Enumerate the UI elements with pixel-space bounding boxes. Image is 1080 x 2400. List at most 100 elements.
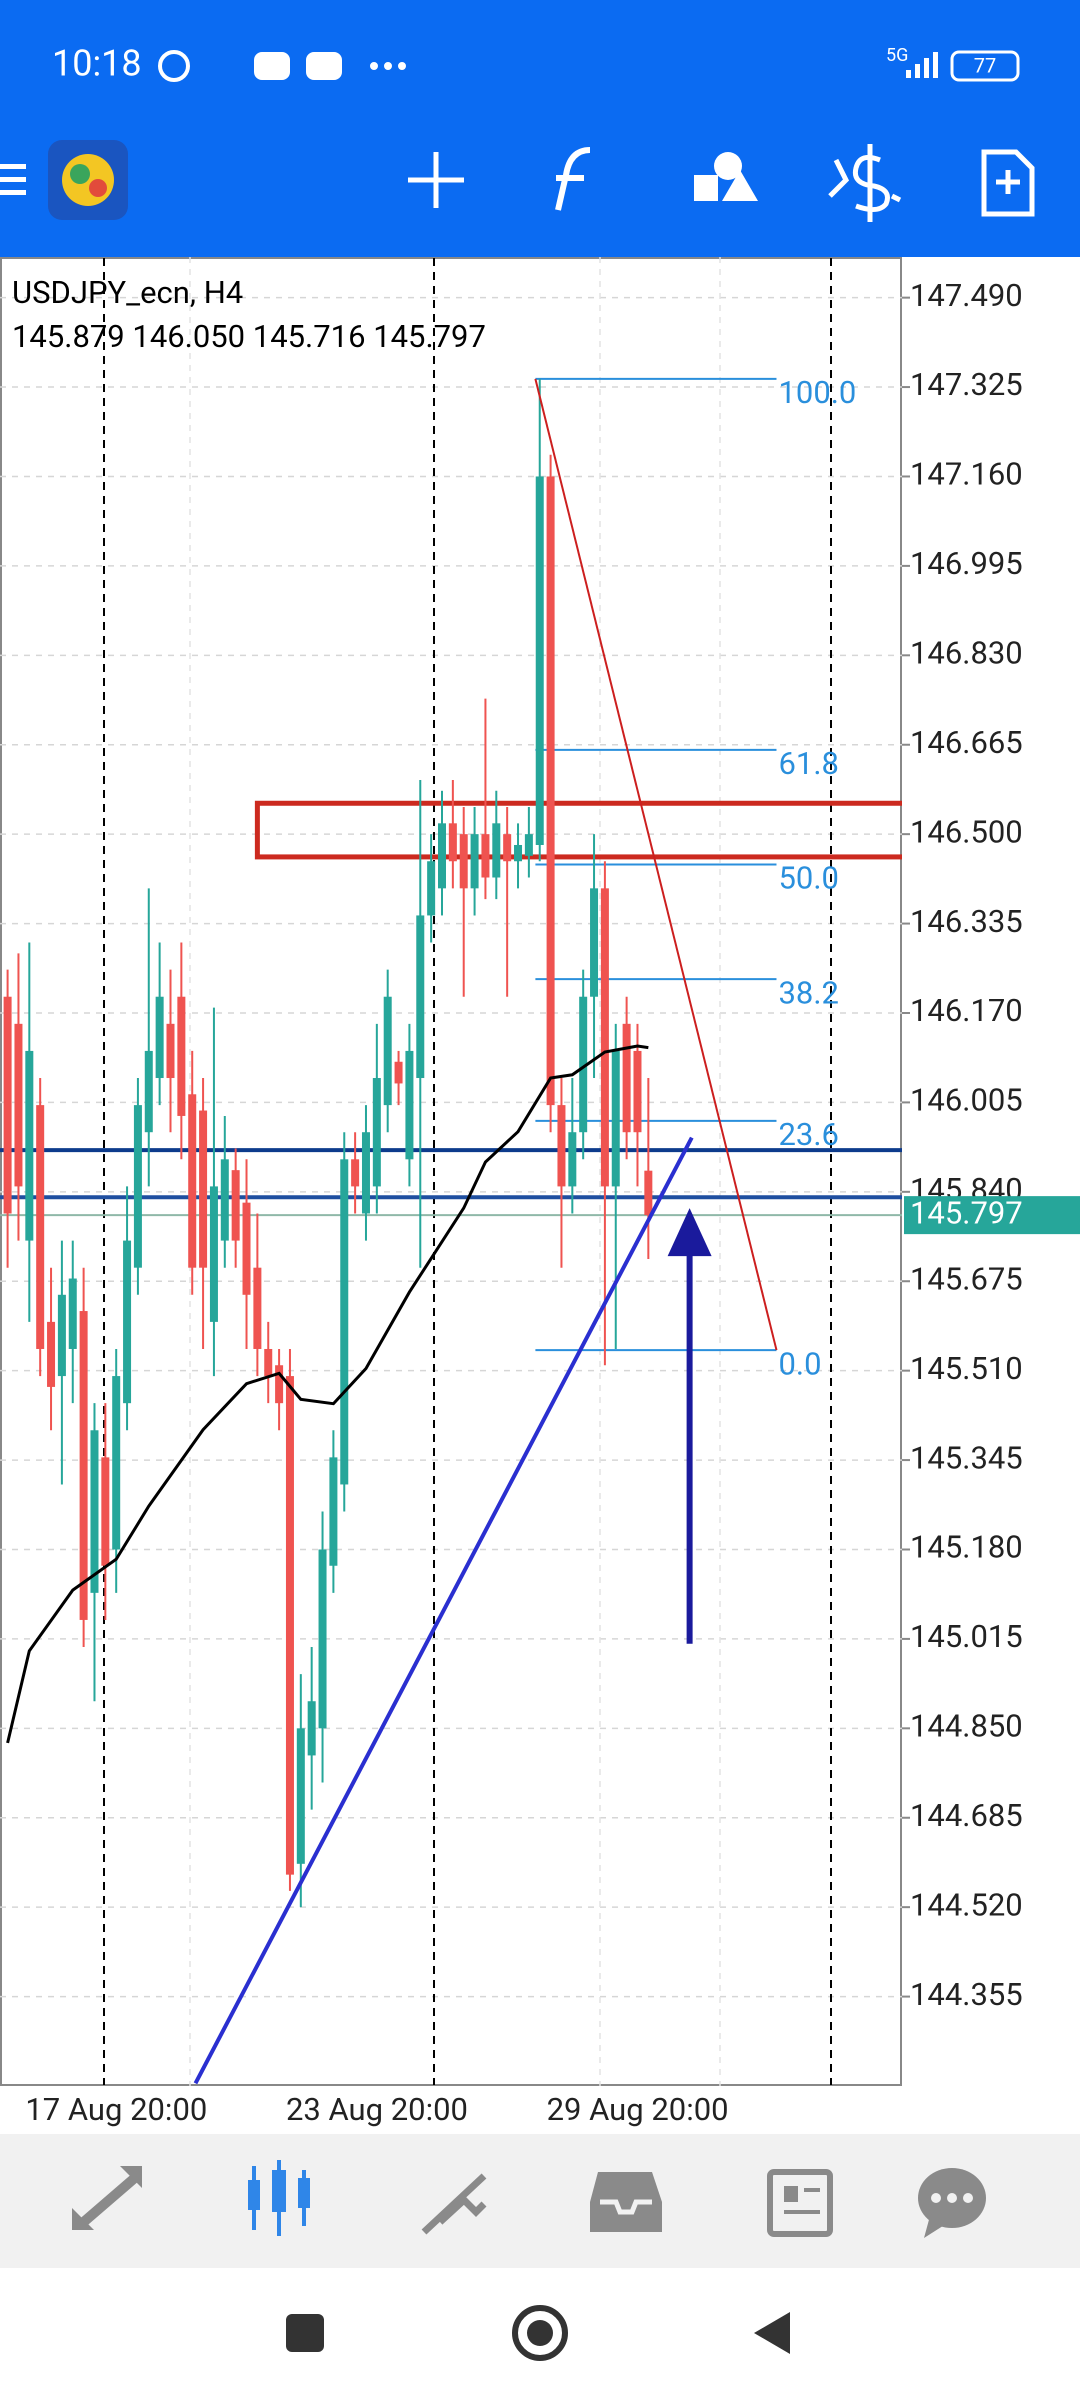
candle-body <box>361 1132 370 1214</box>
candle-body <box>557 1105 566 1187</box>
candle-body <box>264 1348 273 1377</box>
back-button[interactable] <box>754 2312 790 2354</box>
x-tick-label: 23 Aug 20:00 <box>286 2091 468 2128</box>
y-tick-label: 145.510 <box>910 1350 1023 1387</box>
candle-body <box>209 1186 218 1322</box>
history-tab[interactable] <box>590 2172 662 2232</box>
y-tick-label: 147.160 <box>910 456 1023 493</box>
y-tick-label: 144.520 <box>910 1886 1023 1923</box>
y-tick-label: 146.500 <box>910 813 1023 850</box>
home-button[interactable] <box>512 2305 568 2361</box>
chart-tab[interactable] <box>248 2160 310 2236</box>
red-line <box>534 378 778 1351</box>
symbol-title: USDJPY_ecn, H4 <box>12 274 243 311</box>
candle-body <box>427 861 436 916</box>
period-separators <box>103 258 832 2085</box>
y-tick-label: 145.015 <box>910 1618 1023 1655</box>
battery-icon <box>950 50 1020 82</box>
candle-body <box>590 888 599 997</box>
fib-label: 61.8 <box>778 745 838 782</box>
candle-body <box>285 1376 294 1875</box>
candle-body <box>394 1061 403 1084</box>
candle-body <box>220 1159 229 1241</box>
y-tick-label: 144.685 <box>910 1797 1023 1834</box>
candle-body <box>438 823 446 889</box>
candle-body <box>535 476 544 845</box>
ohlc-quote: 145.879 146.050 145.716 145.797 <box>12 318 486 355</box>
objects-button[interactable] <box>694 152 758 201</box>
candle-body <box>25 1050 34 1241</box>
plot-area <box>0 257 902 2086</box>
candle-body <box>579 996 588 1133</box>
fib-label: 100.0 <box>778 374 856 411</box>
candle-body <box>470 834 479 889</box>
y-tick-label: 146.995 <box>910 545 1023 582</box>
candle-body <box>3 996 12 1214</box>
candle-body <box>112 1376 121 1550</box>
candle-body <box>405 1050 414 1160</box>
candle-body <box>253 1267 262 1349</box>
candle-body <box>307 1701 316 1756</box>
candle-body <box>231 1170 240 1241</box>
news-tab[interactable] <box>767 2169 833 2237</box>
fib-label: 0.0 <box>778 1345 821 1382</box>
menu-button[interactable] <box>0 164 26 195</box>
candle-body <box>514 844 523 862</box>
chat-tab[interactable] <box>918 2168 986 2238</box>
candle-body <box>329 1457 338 1566</box>
zone-rectangle <box>254 800 902 860</box>
candle-body <box>188 1094 197 1268</box>
new-order-button[interactable] <box>981 149 1035 217</box>
current-price-label: 145.797 <box>910 1194 1023 1231</box>
candle-body <box>318 1549 327 1729</box>
y-tick-label: 145.345 <box>910 1439 1023 1476</box>
candle-body <box>14 1023 23 1187</box>
candle-body <box>68 1278 77 1349</box>
candle-body <box>242 1202 251 1295</box>
y-tick-label: 145.675 <box>910 1260 1023 1297</box>
fib-label: 50.0 <box>778 860 838 897</box>
quotes-tab[interactable] <box>72 2166 142 2230</box>
candle-body <box>372 1078 381 1187</box>
recents-button[interactable] <box>286 2314 324 2352</box>
current-price-box <box>904 1196 1080 1235</box>
moving-average <box>6 1044 649 1744</box>
price-axis: 147.490 147.325 147.160 146.995 146.830 146.6… <box>902 277 1080 2013</box>
candle-body <box>199 1110 208 1268</box>
candle-body <box>459 834 468 889</box>
fib-label: 38.2 <box>778 974 838 1011</box>
candle-body <box>144 1050 153 1133</box>
x-tick-label: 29 Aug 20:00 <box>547 2091 729 2128</box>
candle-body <box>644 1170 653 1216</box>
candle-body <box>546 476 555 1106</box>
y-tick-label: 144.850 <box>910 1708 1023 1745</box>
trade-button[interactable] <box>828 144 902 222</box>
y-tick-label: 146.170 <box>910 992 1023 1029</box>
candle-body <box>340 1159 349 1485</box>
indicators-button[interactable] <box>555 147 591 211</box>
signal-icon <box>906 52 938 78</box>
app-logo[interactable] <box>48 140 128 220</box>
candle-body <box>133 1105 142 1268</box>
candle-body <box>123 1240 132 1404</box>
candle-body <box>633 1050 642 1133</box>
candle-body <box>296 1728 305 1864</box>
y-tick-label: 146.335 <box>910 903 1023 940</box>
candle-body <box>177 996 186 1116</box>
candle-body <box>79 1311 88 1620</box>
crosshair-button[interactable] <box>408 152 464 208</box>
candle-body <box>492 823 501 878</box>
y-tick-label: 146.005 <box>910 1082 1023 1119</box>
candle-body <box>481 834 490 878</box>
trade-tab[interactable] <box>421 2173 487 2235</box>
candle-body <box>275 1365 284 1404</box>
arrow-head <box>667 1208 712 1257</box>
candle-body <box>600 888 609 1187</box>
trend-line <box>193 1136 694 2085</box>
candle-body <box>416 915 425 1079</box>
plot: 100.0 61.8 50.0 38.2 23.6 0.0 <box>0 374 902 2085</box>
candle-body <box>503 834 512 862</box>
candle-body <box>568 1132 577 1187</box>
